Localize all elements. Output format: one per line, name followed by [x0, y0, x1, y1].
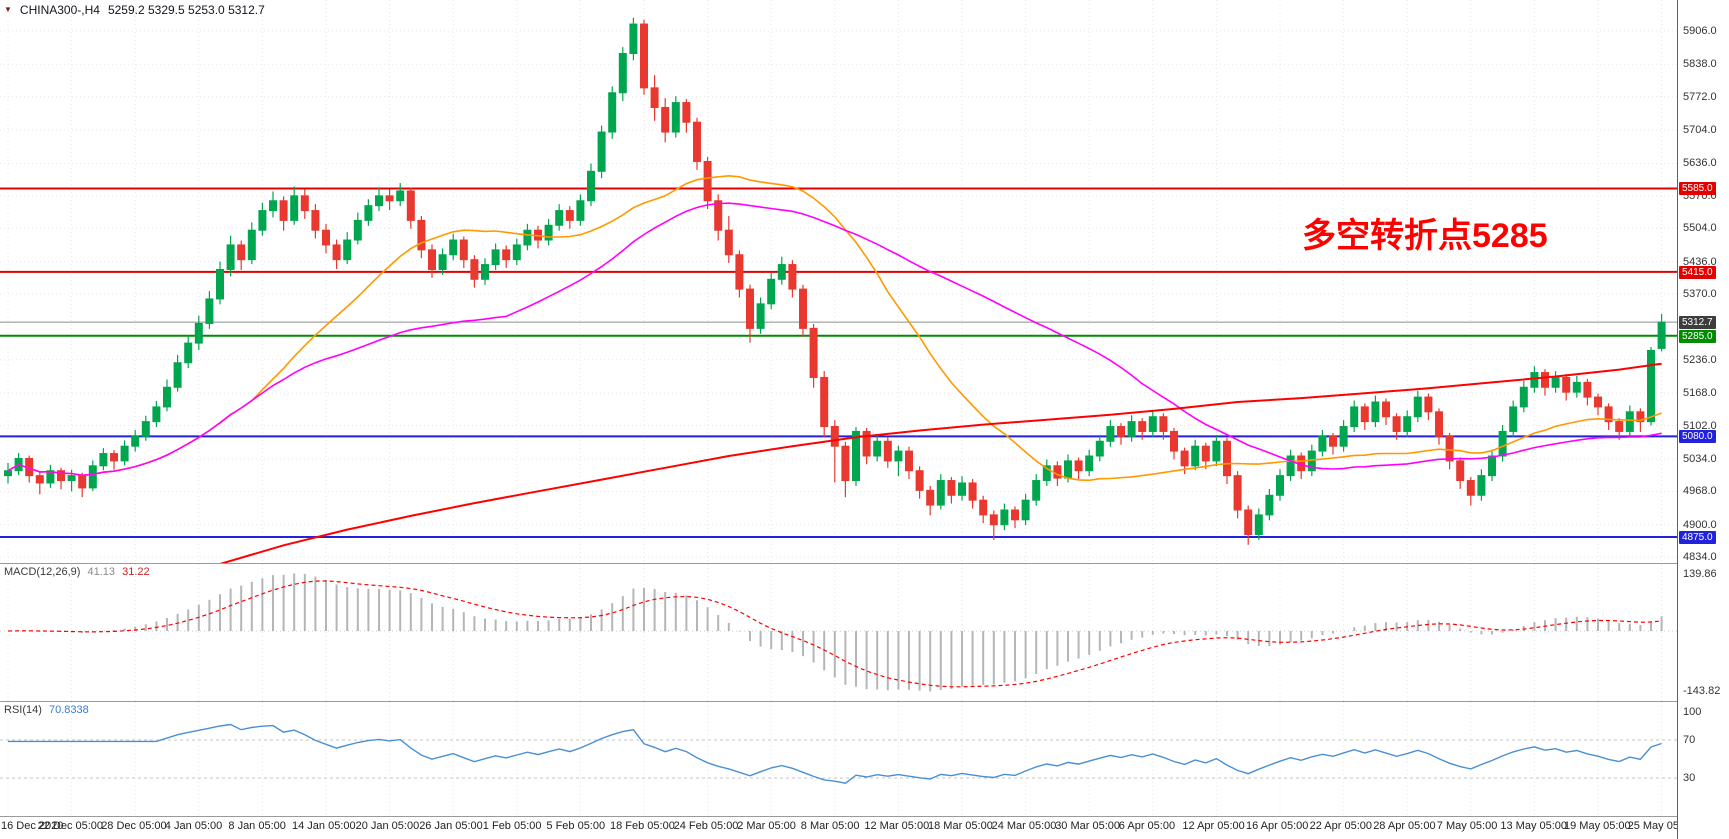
time-label: 18 Mar 05:00	[928, 820, 993, 832]
pane-separator[interactable]	[0, 701, 1729, 702]
macd-pane[interactable]: MACD(12,26,9) 41.13 31.22	[0, 564, 1677, 701]
time-label: 24 Feb 05:00	[673, 820, 739, 832]
rsi-axis-label: 30	[1683, 772, 1696, 784]
level-price-label: 4875.0	[1679, 530, 1716, 544]
time-label: 13 May 05:00	[1500, 820, 1568, 832]
time-label: 19 May 05:00	[1564, 820, 1631, 832]
time-label: 24 Mar 05:00	[991, 820, 1057, 832]
chart-marker-icon[interactable]: ▼	[4, 5, 12, 14]
price-chart[interactable]	[0, 0, 1677, 563]
price-tick-label: 5236.0	[1683, 353, 1717, 366]
level-price-label: 5415.0	[1679, 265, 1716, 279]
time-axis[interactable]: 16 Dec 2020 22 Dec 05:00 28 Dec 05:00 4 Jan…	[0, 817, 1729, 839]
time-label: 6 Apr 05:00	[1118, 820, 1176, 832]
rsi-axis-label: 100	[1683, 705, 1702, 718]
price-tick-label: 5504.0	[1683, 222, 1717, 235]
time-label: 2 Mar 05:00	[737, 820, 796, 832]
price-pane[interactable]: ▼ CHINA300-,H4 5259.2 5329.5 5253.0 5312…	[0, 0, 1677, 563]
rsi-label: RSI(14) 70.8338	[4, 704, 89, 716]
price-tick-label: 5906.0	[1683, 24, 1717, 37]
rsi-chart[interactable]	[0, 702, 1677, 816]
symbol-timeframe: CHINA300-,H4	[19, 3, 100, 17]
price-tick-label: 5034.0	[1683, 452, 1717, 465]
price-tick-label: 5704.0	[1683, 124, 1717, 137]
time-label: 28 Dec 05:00	[101, 820, 167, 832]
macd-axis-label: 139.86	[1683, 568, 1717, 580]
price-tick-label: 5436.0	[1683, 255, 1717, 268]
rsi-axis-label: 70	[1683, 734, 1696, 746]
macd-name: MACD(12,26,9)	[4, 566, 81, 578]
time-label: 22 Apr 05:00	[1309, 820, 1372, 832]
pane-separator[interactable]	[0, 563, 1729, 564]
time-label: 26 Jan 05:00	[419, 820, 483, 832]
time-label: 20 Jan 05:00	[355, 820, 420, 832]
time-label: 28 Apr 05:00	[1373, 820, 1436, 832]
time-label: 12 Apr 05:00	[1182, 820, 1245, 832]
time-label: 8 Jan 05:00	[228, 820, 286, 832]
price-tick-label: 5772.0	[1683, 90, 1717, 103]
time-label: 30 Mar 05:00	[1055, 820, 1121, 832]
price-tick-label: 5102.0	[1683, 419, 1717, 432]
rsi-name: RSI(14)	[4, 704, 42, 716]
macd-value: 41.13	[87, 566, 116, 578]
current-price-label: 5312.7	[1679, 316, 1716, 330]
level-price-label: 5080.0	[1679, 430, 1716, 444]
level-price-label: 5285.0	[1679, 329, 1716, 343]
price-tick-label: 4900.0	[1683, 518, 1717, 531]
rsi-pane[interactable]: RSI(14) 70.8338	[0, 702, 1677, 816]
time-label: 16 Apr 05:00	[1246, 820, 1309, 832]
level-price-label: 5585.0	[1679, 182, 1716, 196]
price-axis[interactable]: 5906.0 5838.0 5772.0 5704.0 5636.0 5570.0 5504…	[1677, 0, 1729, 839]
time-label: 12 Mar 05:00	[864, 820, 930, 832]
time-label: 1 Feb 05:00	[482, 820, 542, 832]
price-tick-label: 4834.0	[1683, 551, 1717, 564]
price-tick-label: 4968.0	[1683, 485, 1717, 498]
price-tick-label: 5636.0	[1683, 157, 1717, 170]
time-label: 18 Feb 05:00	[610, 820, 675, 832]
time-label: 14 Jan 05:00	[292, 820, 356, 832]
macd-label: MACD(12,26,9) 41.13 31.22	[4, 566, 150, 578]
time-label: 16 Dec 2020	[1, 820, 64, 832]
macd-axis-label: -143.82	[1683, 685, 1721, 697]
time-label: 22 Dec 05:00	[37, 820, 104, 832]
time-label: 5 Feb 05:00	[546, 820, 606, 832]
price-tick-label: 5168.0	[1683, 387, 1717, 400]
chart-annotation: 多空转折点5285	[1302, 217, 1548, 255]
macd-signal-value: 31.22	[122, 566, 150, 578]
time-label: 7 May 05:00	[1436, 820, 1498, 832]
ohlc-values: 5259.2 5329.5 5253.0 5312.7	[107, 3, 265, 17]
macd-chart[interactable]	[0, 564, 1677, 701]
time-label: 4 Jan 05:00	[164, 820, 223, 832]
time-axis-border	[0, 816, 1729, 817]
symbol-info: ▼ CHINA300-,H4 5259.2 5329.5 5253.0 5312…	[4, 3, 265, 17]
price-tick-label: 5370.0	[1683, 288, 1717, 301]
rsi-value: 70.8338	[48, 704, 89, 716]
time-label: 8 Mar 05:00	[800, 820, 860, 832]
price-tick-label: 5838.0	[1683, 58, 1717, 71]
